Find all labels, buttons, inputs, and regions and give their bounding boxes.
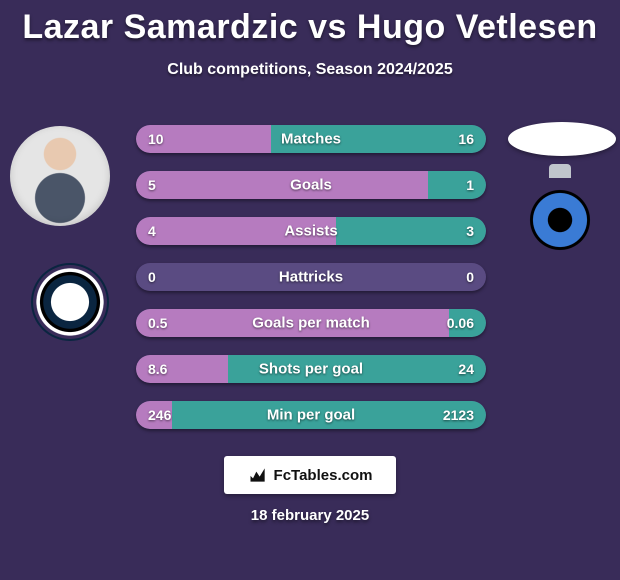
player2-avatar [508,122,616,156]
stat-category: Hattricks [279,269,343,286]
stat-value-right: 16 [458,131,474,147]
stat-value-left: 10 [148,131,164,147]
stat-row: 0.5 0.06 Goals per match [136,309,486,337]
stat-row: 4 3 Assists [136,217,486,245]
stat-row: 5 1 Goals [136,171,486,199]
stat-bar-left [136,171,428,199]
stat-category: Matches [281,131,341,148]
stat-value-right: 2123 [443,407,474,423]
stat-bars: 10 16 Matches 5 1 Goals 4 3 Assists 0 0 Hattricks 0.… [136,125,486,447]
stat-bar-right [336,217,486,245]
stat-category: Shots per goal [259,361,363,378]
player1-club-badge [21,253,119,351]
stat-value-right: 0 [466,269,474,285]
stat-value-right: 0.06 [447,315,474,331]
stat-category: Assists [284,223,337,240]
stat-value-right: 1 [466,177,474,193]
chart-icon [248,465,268,485]
stat-value-left: 0 [148,269,156,285]
site-logo: FcTables.com [224,456,396,494]
stat-row: 0 0 Hattricks [136,263,486,291]
player1-avatar [10,126,110,226]
page-subtitle: Club competitions, Season 2024/2025 [0,61,620,79]
page-title: Lazar Samardzic vs Hugo Vetlesen [0,0,620,47]
date-label: 18 february 2025 [251,507,369,524]
stat-value-left: 0.5 [148,315,167,331]
stat-value-right: 3 [466,223,474,239]
stat-value-left: 4 [148,223,156,239]
stat-category: Goals per match [252,315,370,332]
stat-value-left: 8.6 [148,361,167,377]
stat-bar-right [428,171,486,199]
stat-row: 10 16 Matches [136,125,486,153]
player2-club-badge [518,178,602,262]
stat-category: Goals [290,177,332,194]
stat-row: 246 2123 Min per goal [136,401,486,429]
stat-row: 8.6 24 Shots per goal [136,355,486,383]
stat-value-left: 5 [148,177,156,193]
stat-value-right: 24 [458,361,474,377]
stat-category: Min per goal [267,407,355,424]
stat-value-left: 246 [148,407,171,423]
site-logo-text: FcTables.com [274,467,373,484]
